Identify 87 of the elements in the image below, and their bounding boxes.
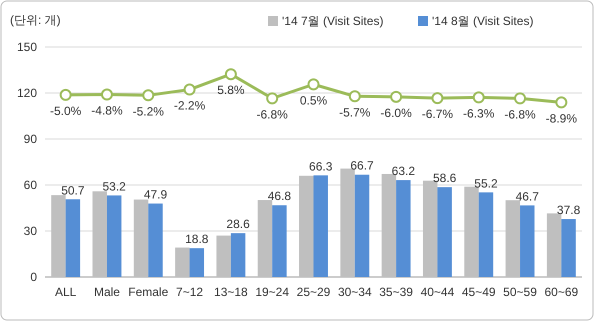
bar [230, 233, 246, 277]
x-tick-label: 45~49 [462, 285, 496, 299]
point [60, 88, 72, 101]
point [390, 90, 402, 103]
data-label: 55.2 [474, 176, 498, 190]
data-label: -4.8% [91, 104, 123, 118]
x-tick-label: 50~59 [503, 285, 538, 299]
data-label: -5.7% [339, 105, 371, 120]
point [555, 96, 568, 108]
data-label: 5.8% [217, 83, 245, 98]
bar [354, 174, 370, 277]
point [472, 91, 485, 104]
x-tick-label: 40~44 [420, 285, 455, 299]
data-label: -6.3% [463, 106, 495, 120]
y-tick-label: 30 [24, 224, 38, 238]
data-label: 46.7 [516, 189, 540, 204]
y-axis-title: (단위: 개) [10, 13, 61, 27]
bar [134, 200, 148, 277]
data-label: -5.2% [132, 104, 164, 118]
bar [51, 195, 66, 277]
x-tick-label: 60~69 [544, 285, 579, 299]
data-label: -6.8% [256, 107, 288, 122]
bar [478, 192, 494, 277]
legend-label: '14 7월 (Visit Sites) [282, 14, 384, 28]
bar [506, 200, 520, 277]
x-tick-label: 35~39 [379, 285, 414, 299]
point [514, 92, 526, 104]
x-tick-label: 25~29 [296, 285, 331, 299]
y-tick-label: 0 [30, 270, 38, 284]
point [266, 92, 278, 104]
bar [66, 199, 80, 277]
bar [314, 175, 328, 277]
x-tick-label: 30~34 [338, 285, 372, 299]
bar [546, 213, 562, 277]
y-tick-label: 60 [24, 178, 38, 192]
bar [92, 191, 107, 277]
point [308, 78, 320, 90]
x-tick-label: ALL [54, 285, 77, 299]
data-label: 50.7 [61, 183, 85, 198]
bar [340, 168, 355, 277]
bar [148, 204, 163, 277]
bar [106, 195, 122, 277]
data-label: 18.8 [185, 232, 209, 246]
data-label: 58.6 [432, 171, 457, 186]
y-tick-label: 150 [16, 40, 38, 54]
bar [396, 180, 411, 277]
point [431, 92, 444, 104]
bar [520, 205, 534, 277]
data-label: 63.2 [392, 164, 416, 178]
bar [464, 186, 479, 277]
y-tick-label: 120 [16, 86, 38, 100]
point [184, 84, 196, 96]
data-label: -6.7% [422, 107, 454, 122]
bar [382, 174, 396, 277]
data-label: 28.6 [226, 217, 250, 232]
data-label: -6.0% [380, 106, 412, 120]
bar [272, 205, 287, 277]
data-label: 53.2 [102, 179, 126, 194]
data-label: -5.0% [50, 104, 82, 118]
data-label: -8.9% [546, 111, 578, 126]
x-tick-label: 7~12 [176, 285, 204, 299]
data-label: 0.5% [300, 93, 328, 108]
data-label: 66.7 [350, 158, 374, 173]
bar [175, 248, 190, 277]
x-tick-label: Female [128, 285, 169, 299]
bar [299, 176, 314, 277]
data-label: -2.2% [174, 98, 206, 113]
bar [437, 187, 452, 277]
data-label: 47.9 [144, 188, 168, 202]
bar [561, 219, 576, 277]
point [100, 88, 113, 101]
bar [258, 200, 272, 277]
bar [422, 180, 438, 277]
point [142, 89, 154, 102]
data-label: 66.3 [309, 159, 333, 174]
x-tick-label: Male [94, 285, 120, 299]
legend-label: '14 8월 (Visit Sites) [432, 14, 534, 28]
x-tick-label: 19~24 [255, 285, 290, 299]
x-tick-label: 13~18 [214, 285, 248, 299]
data-label: -6.8% [504, 107, 536, 122]
bar [190, 248, 204, 277]
data-label: 46.8 [268, 189, 292, 204]
point [224, 68, 237, 80]
y-tick-label: 90 [24, 132, 38, 146]
data-label: 37.8 [556, 203, 581, 218]
point [348, 90, 361, 102]
bar [216, 236, 231, 277]
